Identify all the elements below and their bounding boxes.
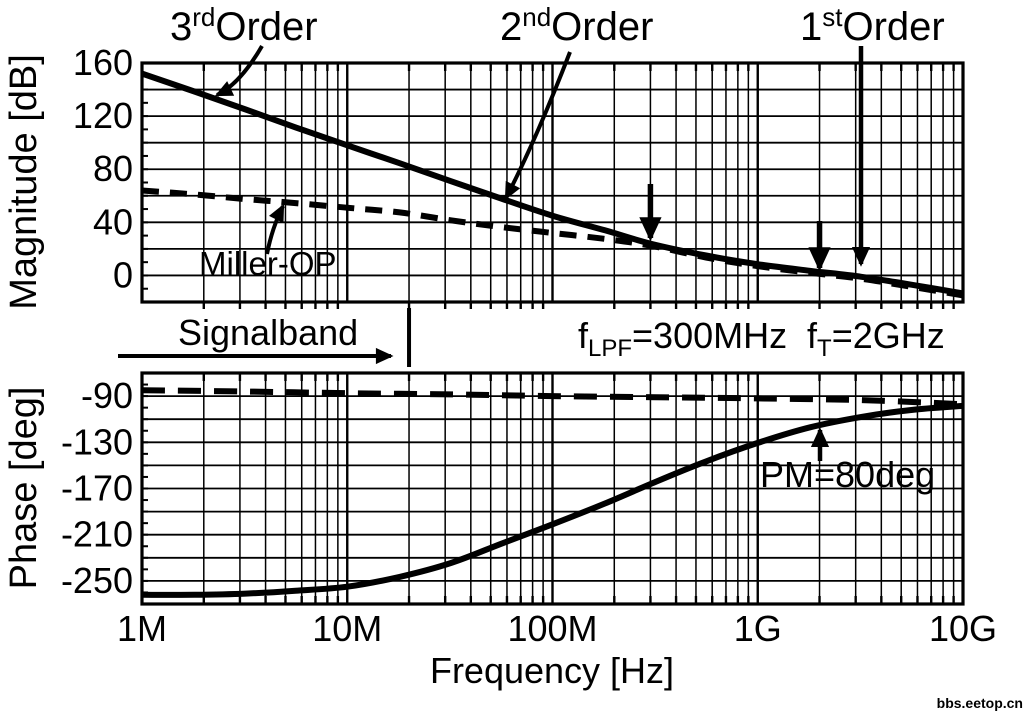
phase-ytick-label--250: -250 bbox=[61, 560, 133, 601]
tick-labels: 160 120 80 40 0 -90 -130 -170 -210 -250 1M 10M 100M 1… bbox=[61, 42, 997, 649]
mag-ytick-label-160: 160 bbox=[73, 42, 133, 83]
order2-label: 2ndOrder bbox=[500, 2, 653, 49]
phase-ytick-label--210: -210 bbox=[61, 514, 133, 555]
curves bbox=[142, 70, 963, 598]
watermark: bbs.eetop.cn bbox=[937, 695, 1023, 711]
phase-ytick-label--90: -90 bbox=[81, 375, 133, 416]
rich-annotations: 3rdOrder 2ndOrder 1stOrder fLPF=300MHz fT=2G… bbox=[170, 2, 945, 362]
x-tick-label-1M: 1M bbox=[117, 608, 167, 649]
phase-plot-frame bbox=[140, 371, 965, 606]
mag-ytick-label-80: 80 bbox=[93, 148, 133, 189]
pm-label: PM=80deg bbox=[760, 454, 935, 495]
order1-label: 1stOrder bbox=[800, 2, 945, 49]
mag-ytick-label-0: 0 bbox=[113, 254, 133, 295]
f-lpf-label: fLPF=300MHz bbox=[578, 315, 787, 362]
x-tick-label-10G: 10G bbox=[929, 608, 997, 649]
magnitude-axis-title: Magnitude [dB] bbox=[3, 54, 45, 310]
x-tick-label-100M: 100M bbox=[507, 608, 597, 649]
signalband-label: Signalband bbox=[178, 312, 358, 353]
mag-ytick-label-120: 120 bbox=[73, 95, 133, 136]
order3-label: 3rdOrder bbox=[170, 2, 318, 49]
frequency-axis-title: Frequency [Hz] bbox=[430, 650, 674, 691]
phase-ytick-label--170: -170 bbox=[61, 468, 133, 509]
curve-miller-op-phase bbox=[142, 387, 963, 408]
phase-axis-title: Phase [deg] bbox=[3, 387, 45, 590]
order3-pointer bbox=[214, 44, 264, 97]
miller-op-label: Miller-OP bbox=[199, 245, 337, 282]
x-tick-label-1G: 1G bbox=[734, 608, 782, 649]
phase-ytick-label--130: -130 bbox=[61, 421, 133, 462]
curve-3rd-order-loop-phase bbox=[142, 402, 963, 598]
miller-arrow bbox=[265, 203, 285, 255]
annotation-arrows bbox=[118, 44, 871, 461]
x-tick-label-10M: 10M bbox=[312, 608, 382, 649]
mag-ytick-label-40: 40 bbox=[93, 201, 133, 242]
f-t-label: fT=2GHz bbox=[807, 315, 945, 362]
magnitude-plot-frame bbox=[140, 61, 965, 304]
curve-miller-op bbox=[142, 187, 963, 299]
order2-pointer bbox=[504, 51, 572, 201]
